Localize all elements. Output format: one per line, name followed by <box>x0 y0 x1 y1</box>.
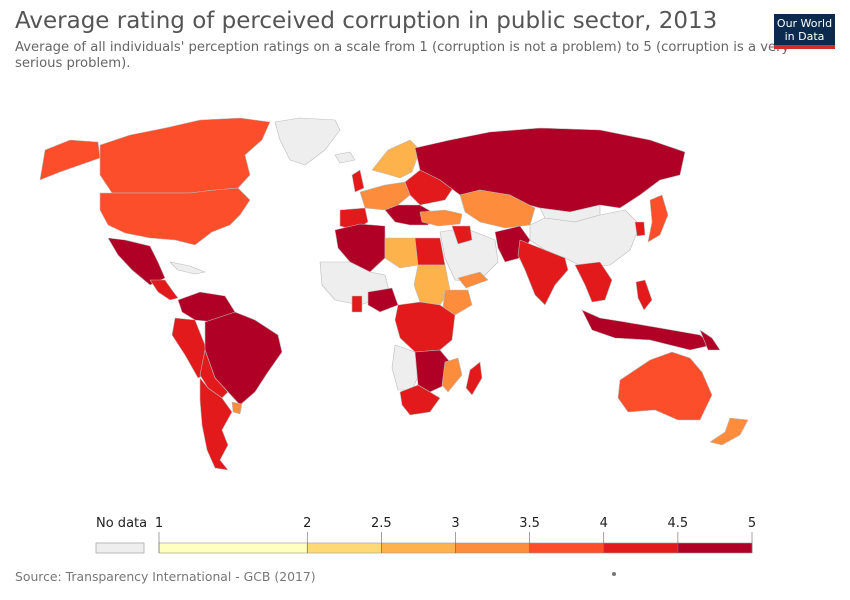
region-argentina-chile[interactable] <box>199 377 233 471</box>
bottom-dot <box>612 572 616 576</box>
region-north-africa-west[interactable] <box>334 223 386 273</box>
region-southeast-asia[interactable] <box>574 261 613 303</box>
region-png[interactable] <box>699 329 721 351</box>
region-new-zealand[interactable] <box>709 417 749 446</box>
region-western-europe[interactable] <box>359 181 411 211</box>
region-central-africa[interactable] <box>394 301 456 353</box>
legend-tick-label: 4 <box>600 516 608 531</box>
legend-bin-6[interactable] <box>677 542 753 554</box>
source-note: Source: Transparency International - GCB… <box>15 569 316 584</box>
region-philippines[interactable] <box>635 279 653 311</box>
legend-tick-label: 5 <box>748 516 756 531</box>
region-turkey[interactable] <box>419 209 463 227</box>
region-mexico[interactable] <box>107 237 166 286</box>
legend-tick-label: 2.5 <box>371 516 392 531</box>
legend-bin-3[interactable] <box>455 542 530 554</box>
region-iceland[interactable] <box>334 151 356 164</box>
region-india[interactable] <box>517 239 569 306</box>
region-caribbean[interactable] <box>169 261 206 275</box>
owid-logo[interactable]: Our World in Data <box>774 14 835 49</box>
region-south-africa[interactable] <box>399 384 441 416</box>
region-australia[interactable] <box>617 351 713 421</box>
region-uk[interactable] <box>351 169 365 193</box>
logo-line-1: Our World <box>776 17 833 30</box>
region-nigeria[interactable] <box>367 287 399 313</box>
region-central-america[interactable] <box>149 279 179 301</box>
legend-no-data-label: No data <box>96 516 147 531</box>
region-ghana[interactable] <box>351 295 363 313</box>
legend-bin-4[interactable] <box>529 542 605 554</box>
region-greenland[interactable] <box>274 117 341 166</box>
region-uruguay[interactable] <box>231 401 243 415</box>
region-usa[interactable] <box>99 187 251 246</box>
chart-title: Average rating of perceived corruption i… <box>15 8 718 34</box>
legend-tick-label: 2 <box>303 516 311 531</box>
region-ethiopia[interactable] <box>442 289 473 316</box>
region-mozambique[interactable] <box>441 357 463 393</box>
legend-tick-label: 3.5 <box>519 516 540 531</box>
legend-ticks: 1 2 2.5 3 3.5 4 4.5 5 <box>155 516 756 553</box>
region-korea[interactable] <box>634 221 646 237</box>
legend-bin-1[interactable] <box>306 542 382 554</box>
region-scandinavia[interactable] <box>371 139 421 179</box>
region-madagascar[interactable] <box>465 361 483 396</box>
region-yemen[interactable] <box>457 271 489 289</box>
region-japan[interactable] <box>647 194 669 243</box>
legend-bin-0[interactable] <box>158 542 308 554</box>
region-libya[interactable] <box>384 237 419 269</box>
legend-tick-label: 3 <box>451 516 459 531</box>
legend-tick-label: 1 <box>155 516 163 531</box>
legend-no-data-swatch[interactable] <box>95 542 145 554</box>
legend-tick-label: 4.5 <box>668 516 689 531</box>
region-iraq[interactable] <box>451 225 473 245</box>
region-alaska[interactable] <box>39 139 101 181</box>
logo-line-2: in Data <box>784 30 825 43</box>
chart-subtitle: Average of all individuals' perception r… <box>15 40 790 71</box>
legend-bin-2[interactable] <box>381 542 456 554</box>
legend-bin-5[interactable] <box>603 542 679 554</box>
